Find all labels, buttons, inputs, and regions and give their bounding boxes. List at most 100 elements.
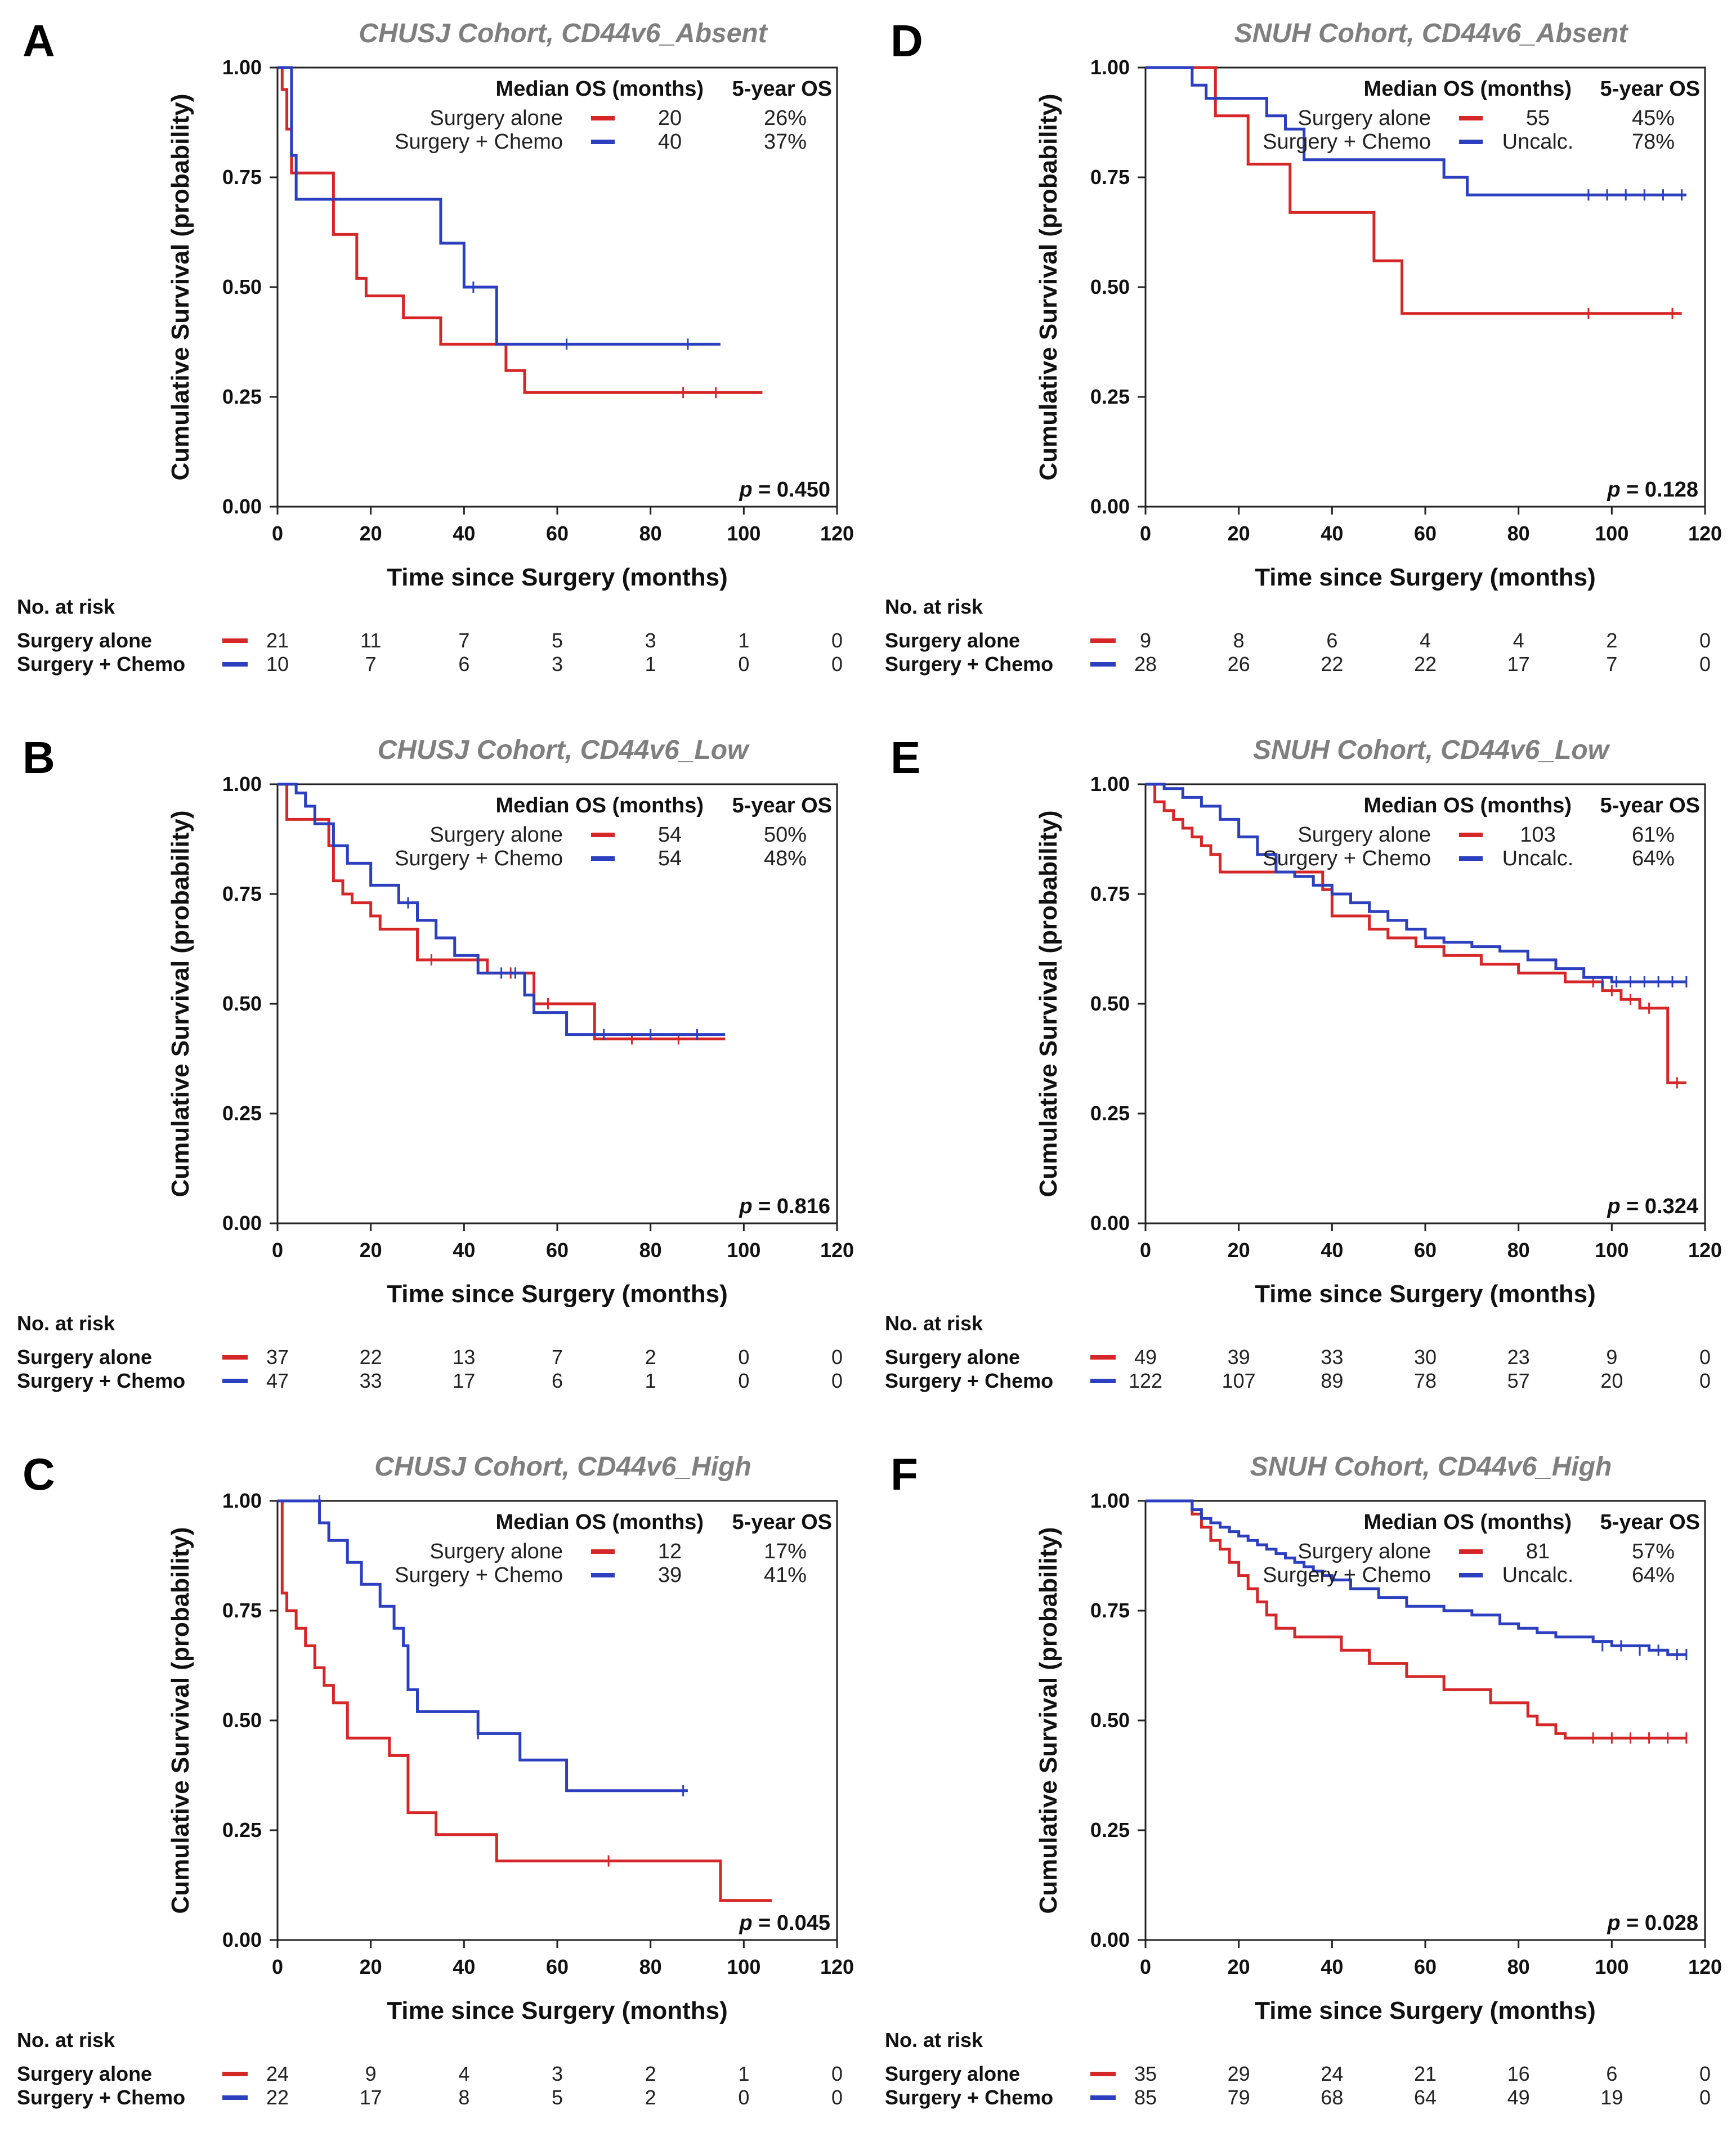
risk-count: 0 — [738, 2086, 749, 2109]
p-value-number: = 0.324 — [1621, 1195, 1698, 1218]
risk-count: 35 — [1134, 2062, 1157, 2085]
y-tick-label: 0.00 — [1090, 495, 1130, 518]
risk-count: 49 — [1507, 2086, 1530, 2109]
risk-table-title: No. at risk — [17, 1312, 115, 1335]
y-axis-label: Cumulative Survival (probability) — [1035, 93, 1062, 480]
legend-5yr-value: 48% — [764, 847, 807, 870]
risk-count: 4 — [1513, 629, 1524, 652]
legend-median-value: 12 — [658, 1540, 682, 1563]
risk-count: 33 — [360, 1369, 382, 1392]
p-value: p = 0.324 — [1607, 1195, 1698, 1218]
risk-count: 5 — [552, 2086, 563, 2109]
km-panel-a: A CHUSJ Cohort, CD44v6_Absent 0.00 0.25 0.50… — [0, 0, 868, 717]
risk-row-label: Surgery alone — [17, 1346, 152, 1369]
x-tick-label: 20 — [360, 1239, 382, 1262]
x-tick-label: 100 — [727, 1955, 760, 1978]
legend-header-5yr: 5-year OS — [1600, 77, 1700, 101]
risk-count: 17 — [360, 2086, 382, 2109]
risk-count: 17 — [453, 1369, 475, 1392]
km-curve-surgery-chemo — [278, 1499, 688, 1793]
risk-count: 0 — [1699, 652, 1711, 676]
risk-count: 6 — [1326, 629, 1337, 652]
panel-letter: A — [23, 16, 55, 66]
km-chart-svg: E SNUH Cohort, CD44v6_Low 0.00 0.25 0.50 0.75… — [885, 732, 1722, 1392]
panel-letter: C — [23, 1449, 55, 1499]
panel-letter: F — [891, 1449, 918, 1499]
y-tick-label: 0.25 — [1090, 385, 1130, 408]
risk-count: 4 — [458, 2062, 469, 2085]
p-value-number: = 0.450 — [753, 478, 830, 502]
risk-count: 33 — [1321, 1346, 1343, 1369]
x-tick-label: 80 — [639, 1955, 662, 1978]
risk-row-label: Surgery + Chemo — [17, 2086, 185, 2109]
chart-title: SNUH Cohort, CD44v6_High — [1250, 1452, 1612, 1482]
risk-count: 21 — [266, 629, 289, 652]
risk-count: 23 — [1507, 1346, 1530, 1369]
y-axis-label: Cumulative Survival (probability) — [167, 93, 194, 480]
x-tick-label: 40 — [1321, 1955, 1343, 1978]
x-tick-label: 100 — [727, 1239, 760, 1262]
risk-count: 4 — [1420, 629, 1431, 652]
risk-count: 2 — [645, 1346, 656, 1369]
p-value-symbol: p — [739, 1195, 752, 1218]
x-tick-label: 40 — [453, 522, 475, 545]
km-curve-surgery-alone — [278, 783, 726, 1040]
risk-row-label: Surgery alone — [17, 2062, 152, 2085]
risk-count: 0 — [1699, 2062, 1711, 2085]
panel-letter: B — [23, 732, 55, 783]
p-value-symbol: p — [1607, 1911, 1620, 1935]
risk-count: 1 — [645, 652, 656, 676]
legend-5yr-value: 78% — [1632, 130, 1675, 154]
risk-count: 68 — [1321, 2086, 1343, 2109]
x-axis-label: Time since Surgery (months) — [1255, 564, 1596, 591]
p-value-number: = 0.128 — [1621, 478, 1698, 502]
legend-median-value: Uncalc. — [1502, 1563, 1574, 1587]
legend-5yr-value: 64% — [1632, 847, 1675, 870]
x-tick-label: 100 — [1595, 1239, 1628, 1262]
x-axis-label: Time since Surgery (months) — [1255, 1280, 1596, 1308]
risk-count: 0 — [831, 2062, 843, 2085]
x-tick-label: 20 — [360, 1955, 382, 1978]
risk-count: 57 — [1507, 1369, 1530, 1392]
chart-title: CHUSJ Cohort, CD44v6_Absent — [359, 19, 768, 48]
legend-header-median: Median OS (months) — [496, 77, 704, 101]
y-tick-label: 0.50 — [1090, 1709, 1130, 1732]
y-tick-label: 0.50 — [222, 1709, 262, 1732]
legend-5yr-value: 64% — [1632, 1563, 1675, 1587]
risk-count: 7 — [458, 629, 469, 652]
risk-count: 0 — [738, 652, 749, 676]
risk-count: 107 — [1222, 1369, 1256, 1392]
legend-series-name: Surgery + Chemo — [395, 1563, 563, 1587]
legend-header-5yr: 5-year OS — [1600, 1510, 1700, 1534]
risk-table-title: No. at risk — [17, 2028, 115, 2051]
chart-title: CHUSJ Cohort, CD44v6_Low — [378, 735, 750, 765]
risk-count: 122 — [1129, 1369, 1162, 1392]
legend-series-name: Surgery alone — [1297, 823, 1431, 847]
x-tick-label: 80 — [1507, 522, 1530, 545]
x-tick-label: 0 — [1140, 522, 1151, 545]
x-tick-label: 0 — [272, 1955, 283, 1978]
risk-count: 64 — [1414, 2086, 1437, 2109]
risk-count: 0 — [831, 652, 843, 676]
x-tick-label: 60 — [1414, 1239, 1437, 1262]
x-tick-label: 80 — [639, 522, 662, 545]
x-tick-label: 100 — [727, 522, 760, 545]
p-value-number: = 0.816 — [753, 1195, 830, 1218]
km-chart-svg: C CHUSJ Cohort, CD44v6_High 0.00 0.25 0.50 0.… — [17, 1449, 854, 2109]
x-tick-label: 20 — [360, 522, 382, 545]
risk-count: 0 — [831, 1369, 843, 1392]
km-panel-e: E SNUH Cohort, CD44v6_Low 0.00 0.25 0.50 0.75… — [868, 717, 1736, 1433]
risk-count: 13 — [453, 1346, 475, 1369]
risk-count: 0 — [831, 2086, 843, 2109]
legend-header-median: Median OS (months) — [496, 1510, 704, 1534]
risk-count: 0 — [831, 1346, 843, 1369]
legend-median-value: Uncalc. — [1502, 130, 1574, 154]
chart-title: SNUH Cohort, CD44v6_Absent — [1234, 19, 1629, 48]
y-tick-label: 0.00 — [222, 495, 262, 518]
p-value: p = 0.045 — [739, 1911, 830, 1935]
risk-count: 8 — [458, 2086, 469, 2109]
risk-count: 17 — [1507, 652, 1530, 676]
y-axis-label: Cumulative Survival (probability) — [1035, 1527, 1062, 1914]
legend-header-5yr: 5-year OS — [732, 77, 832, 101]
y-tick-label: 0.25 — [222, 1818, 262, 1841]
